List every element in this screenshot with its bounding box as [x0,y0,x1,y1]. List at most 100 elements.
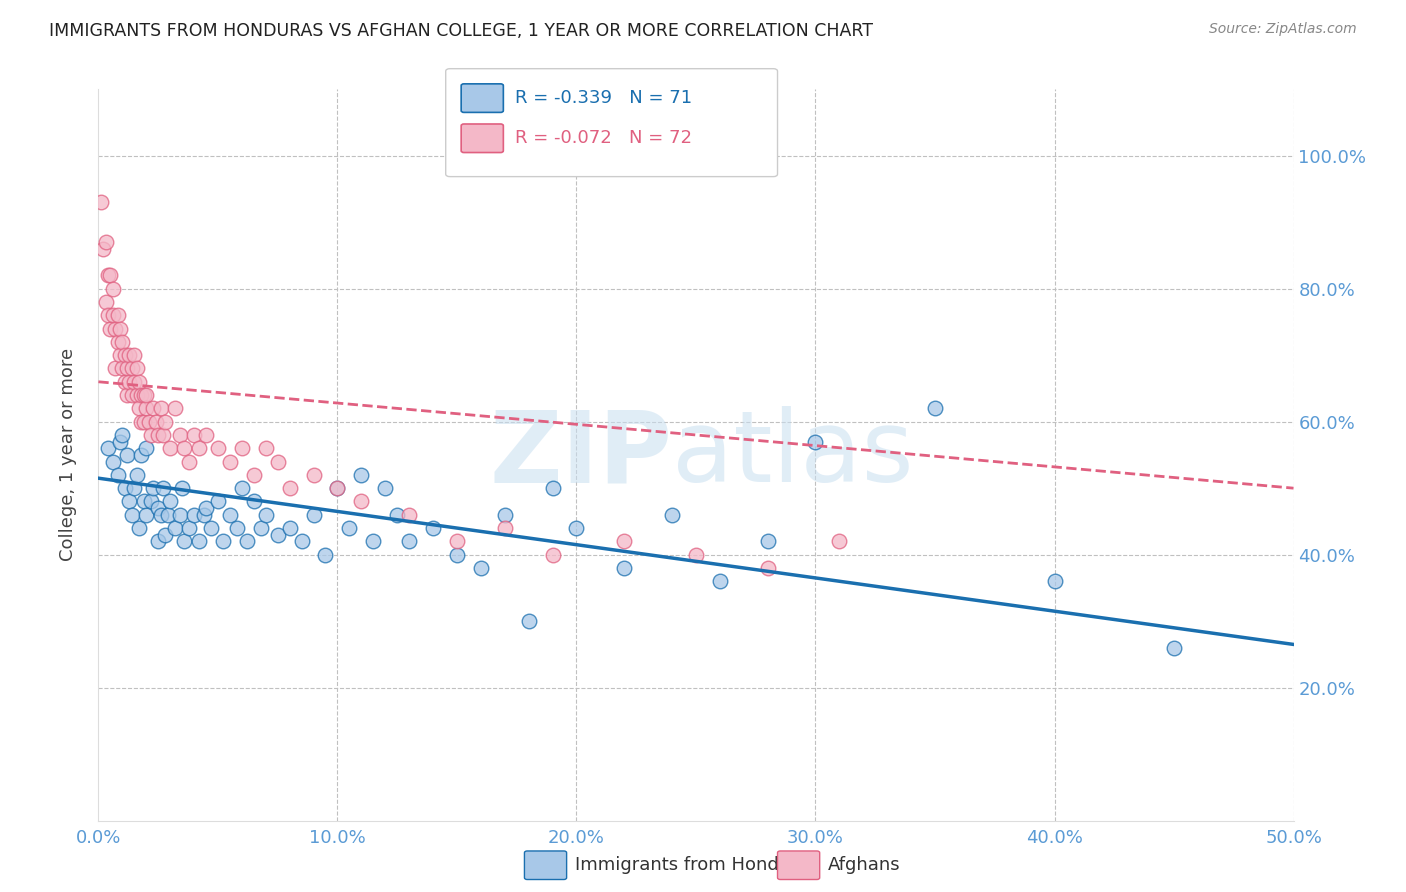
Point [135,401,157,416]
Point [385,508,409,522]
Point [267,527,290,541]
Point [104,361,127,376]
Point [315,548,337,562]
Point [169,508,191,522]
Point [128,401,150,416]
Point [254,442,277,456]
Point [107,334,129,349]
Point [98,321,122,335]
Point [1043,574,1066,589]
Text: R = -0.072   N = 72: R = -0.072 N = 72 [515,129,692,147]
Point [195,428,218,442]
Point [494,508,516,522]
Point [494,521,516,535]
Point [148,428,170,442]
Point [125,361,148,376]
Point [924,401,946,416]
Point [118,348,141,362]
Point [302,508,325,522]
Point [135,442,157,456]
Point [685,548,707,562]
Point [91,242,114,256]
Point [108,348,131,362]
Point [138,415,160,429]
Point [267,454,290,468]
Point [565,521,588,535]
Point [128,521,150,535]
Point [131,448,153,462]
Point [114,375,136,389]
Point [254,508,277,522]
Point [135,508,157,522]
Point [111,334,134,349]
Point [207,494,229,508]
Point [446,548,468,562]
Point [200,521,222,535]
Point [97,442,120,456]
Point [152,481,174,495]
Point [132,388,155,402]
Point [124,481,146,495]
Point [541,548,564,562]
Text: IMMIGRANTS FROM HONDURAS VS AFGHAN COLLEGE, 1 YEAR OR MORE CORRELATION CHART: IMMIGRANTS FROM HONDURAS VS AFGHAN COLLE… [49,22,873,40]
Point [756,561,779,575]
Point [613,534,636,549]
Point [179,454,201,468]
Point [183,508,205,522]
Point [163,401,186,416]
Point [118,375,141,389]
Point [101,454,124,468]
Text: Afghans: Afghans [828,856,901,874]
Point [187,442,209,456]
Point [94,235,117,249]
Point [207,442,229,456]
Point [111,361,134,376]
Point [115,388,138,402]
Point [142,401,165,416]
Point [250,521,273,535]
Point [422,521,444,535]
Point [828,534,851,549]
Point [187,534,209,549]
Point [149,508,172,522]
Point [235,534,257,549]
Point [470,561,492,575]
Point [173,534,195,549]
Point [148,534,170,549]
Point [156,508,179,522]
Point [121,508,143,522]
Point [172,481,194,495]
Point [278,521,301,535]
Point [108,434,131,449]
Point [804,434,827,449]
Point [132,415,155,429]
Point [90,195,112,210]
Point [243,467,266,482]
Point [111,428,134,442]
Point [131,388,153,402]
Point [121,361,143,376]
Point [326,481,349,495]
Point [159,494,181,508]
Point [125,388,148,402]
Point [121,388,143,402]
Point [114,481,136,495]
Point [517,614,540,628]
Point [148,501,170,516]
Text: atlas: atlas [672,407,914,503]
Point [139,494,162,508]
Point [115,361,138,376]
Point [446,534,468,549]
Point [149,401,172,416]
Point [231,481,253,495]
Point [101,308,124,322]
Point [94,295,117,310]
Point [339,521,361,535]
Point [124,375,146,389]
Point [613,561,636,575]
Point [350,467,373,482]
Point [398,508,420,522]
Point [211,534,233,549]
Point [98,268,122,283]
Point [302,467,325,482]
